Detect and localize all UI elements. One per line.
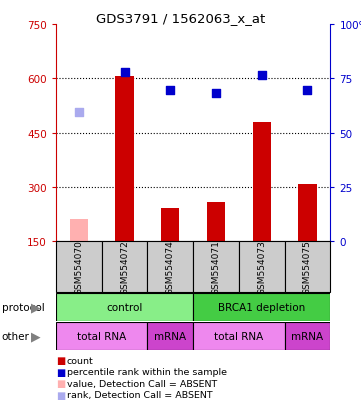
- Text: value, Detection Call = ABSENT: value, Detection Call = ABSENT: [67, 379, 217, 388]
- Text: mRNA: mRNA: [291, 331, 323, 341]
- Bar: [207, 203, 225, 242]
- Point: [122, 69, 127, 76]
- Bar: [284, 322, 330, 350]
- Bar: [147, 322, 193, 350]
- Bar: [70, 220, 88, 242]
- Text: GSM554072: GSM554072: [120, 240, 129, 294]
- Text: ▶: ▶: [31, 330, 41, 343]
- Bar: [56, 242, 102, 292]
- Text: GSM554073: GSM554073: [257, 240, 266, 294]
- Text: control: control: [106, 302, 143, 312]
- Text: ■: ■: [56, 390, 65, 400]
- Text: percentile rank within the sample: percentile rank within the sample: [67, 367, 227, 376]
- Text: GDS3791 / 1562063_x_at: GDS3791 / 1562063_x_at: [96, 12, 265, 24]
- Text: count: count: [67, 356, 93, 365]
- Bar: [239, 242, 284, 292]
- Text: GSM554070: GSM554070: [74, 240, 83, 294]
- Bar: [193, 293, 330, 321]
- Point: [168, 87, 173, 94]
- Bar: [161, 208, 179, 242]
- Point: [76, 109, 82, 116]
- Bar: [116, 77, 134, 242]
- Text: GSM554075: GSM554075: [303, 240, 312, 294]
- Text: BRCA1 depletion: BRCA1 depletion: [218, 302, 305, 312]
- Bar: [193, 242, 239, 292]
- Text: total RNA: total RNA: [77, 331, 126, 341]
- Text: rank, Detection Call = ABSENT: rank, Detection Call = ABSENT: [67, 390, 212, 399]
- Text: ■: ■: [56, 355, 65, 365]
- Text: protocol: protocol: [2, 302, 44, 312]
- Bar: [56, 322, 147, 350]
- Bar: [102, 242, 147, 292]
- Bar: [253, 123, 271, 242]
- Bar: [298, 185, 317, 242]
- Text: GSM554071: GSM554071: [212, 240, 221, 294]
- Point: [259, 72, 265, 78]
- Text: total RNA: total RNA: [214, 331, 264, 341]
- Text: ▶: ▶: [31, 301, 41, 314]
- Bar: [56, 293, 193, 321]
- Text: ■: ■: [56, 367, 65, 377]
- Text: GSM554074: GSM554074: [166, 240, 175, 294]
- Bar: [284, 242, 330, 292]
- Text: ■: ■: [56, 378, 65, 388]
- Point: [305, 87, 310, 94]
- Text: other: other: [2, 331, 30, 341]
- Point: [213, 91, 219, 97]
- Bar: [193, 322, 284, 350]
- Bar: [147, 242, 193, 292]
- Text: mRNA: mRNA: [154, 331, 186, 341]
